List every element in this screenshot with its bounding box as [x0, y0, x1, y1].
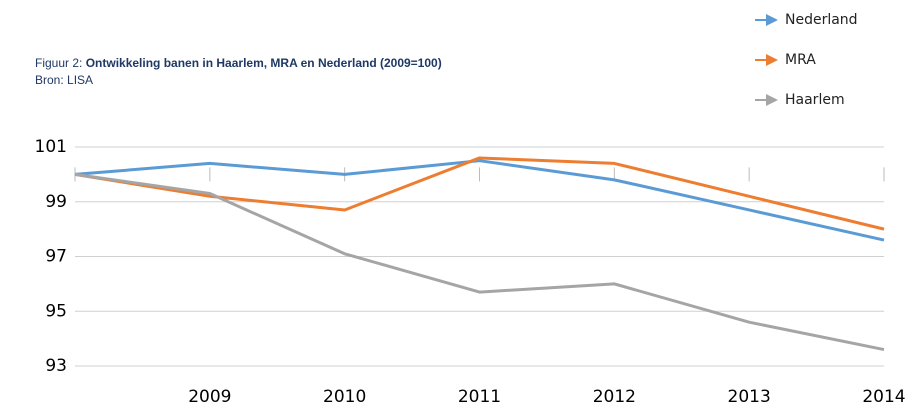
y-tick-label: 97	[45, 247, 67, 267]
x-tick-label: 2013	[728, 387, 771, 407]
series-line	[74, 159, 885, 242]
title: Ontwikkeling banen in Haarlem, MRA en Ne…	[86, 56, 442, 70]
x-tick-label: 2012	[593, 387, 636, 407]
legend-marker	[766, 14, 778, 26]
legend-label: Nederland	[785, 12, 858, 28]
figure-label: Figuur 2:	[35, 56, 82, 70]
x-tick-label: 2014	[862, 387, 905, 407]
y-tick-label: 101	[35, 137, 67, 157]
legend-marker	[766, 54, 778, 66]
series-line	[74, 156, 885, 231]
x-tick-label: 2011	[458, 387, 501, 407]
y-tick-label: 95	[45, 301, 67, 321]
chart-title: Figuur 2: Ontwikkeling banen in Haarlem,…	[35, 56, 442, 70]
legend-marker	[766, 94, 778, 106]
legend-label: Haarlem	[785, 92, 845, 108]
source: Bron: LISA	[35, 73, 93, 87]
x-tick-label: 2010	[323, 387, 366, 407]
series-line	[74, 172, 885, 352]
y-tick-label: 93	[45, 356, 67, 376]
x-tick-label: 2009	[188, 387, 231, 407]
legend-label: MRA	[785, 52, 816, 68]
y-tick-label: 99	[45, 192, 67, 212]
